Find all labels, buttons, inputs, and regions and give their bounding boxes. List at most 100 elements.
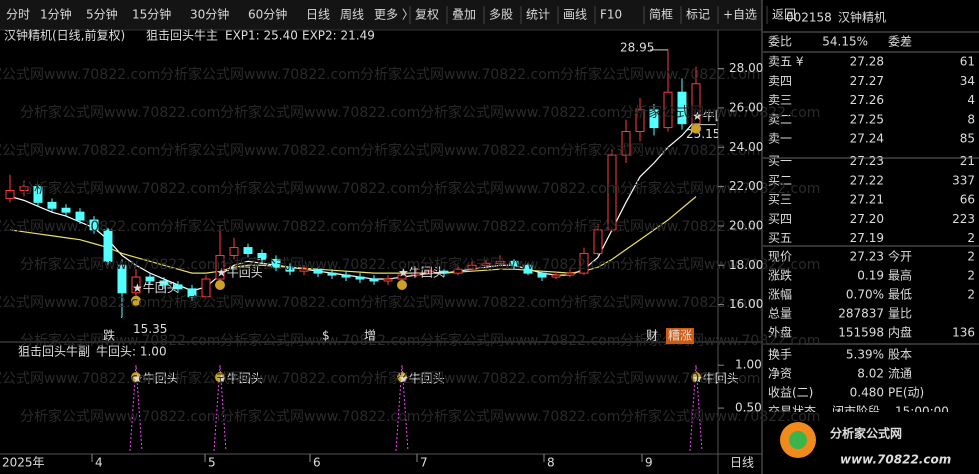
watermark: 分析家公式网www.70822.com	[620, 104, 820, 121]
y-tick-label: 26.00	[729, 100, 763, 114]
book-volume: 34	[960, 74, 975, 88]
watermark: 分析家公式网www.70822.com	[220, 180, 420, 197]
watermark: 分析家公式网www.70822.com	[360, 142, 560, 159]
candle-body	[271, 258, 281, 268]
book-label: 卖四	[768, 74, 792, 88]
candle-body	[649, 109, 659, 129]
signal-icon	[397, 280, 407, 290]
book-volume: 21	[960, 154, 975, 168]
action-button[interactable]: 返回	[772, 8, 796, 22]
period-button[interactable]: 周线	[340, 8, 364, 22]
candle-body	[579, 252, 589, 274]
x-tick-label: 7	[420, 456, 428, 470]
event-badge	[666, 328, 694, 344]
period-button[interactable]: 分时	[6, 8, 30, 22]
signal-icon	[131, 372, 141, 383]
candle-body	[607, 154, 617, 231]
x-tick-label: 2025年	[2, 456, 45, 470]
book-volume: 61	[960, 55, 975, 69]
action-button[interactable]: 标记	[686, 8, 710, 22]
candle-body	[481, 262, 491, 266]
x-tick-label: 9	[645, 456, 653, 470]
candle-body	[75, 211, 85, 221]
book-label: 卖五 ¥	[768, 55, 804, 69]
watermark: 分析家公式网www.70822.com	[560, 218, 760, 235]
watermark: 分析家公式网www.70822.com	[20, 408, 220, 425]
fin-label: PE(动)	[888, 386, 924, 400]
book-price: 27.20	[850, 212, 884, 226]
period-button[interactable]: 15分钟	[132, 7, 171, 22]
watermark: 分析家公式网www.70822.com	[20, 332, 220, 349]
candle-body	[425, 270, 435, 274]
period-label: 日线	[730, 456, 754, 470]
book-label: 买一	[768, 154, 792, 168]
candle-body	[551, 274, 561, 278]
watermark: 分析家公式网www.70822.com	[160, 66, 360, 83]
candle-body	[117, 264, 127, 294]
action-button[interactable]: 简框	[649, 8, 673, 22]
fin-label: 净资	[768, 367, 792, 381]
price-annotation: 15.35	[133, 322, 167, 336]
period-button[interactable]: 30分钟	[190, 7, 229, 22]
ma-legend: EXP2: 21.49	[302, 29, 375, 43]
period-button[interactable]: 日线	[306, 8, 330, 22]
candle-body	[131, 276, 141, 294]
watermark: 分析家公式网www.70822.com	[0, 218, 160, 235]
fin-label: 收益(二)	[768, 386, 813, 400]
book-label: 卖一	[768, 132, 792, 146]
candle-body	[173, 284, 183, 290]
stat-value: 2	[967, 269, 975, 283]
stat-value: 27.23	[850, 250, 884, 264]
candle-body	[257, 252, 267, 260]
action-button[interactable]: 多股	[489, 8, 513, 22]
book-label: 卖三	[768, 93, 792, 107]
action-button[interactable]: 画线	[563, 8, 587, 22]
sub-legend: 牛回头: 1.00	[96, 344, 167, 359]
watermark: 分析家公式网www.70822.com	[20, 256, 220, 273]
signal-icon	[215, 280, 225, 290]
signal-icon	[131, 295, 141, 306]
book-price: 27.21	[850, 193, 884, 207]
candle-body	[621, 131, 631, 156]
book-price: 27.28	[850, 55, 884, 69]
action-button[interactable]: 统计	[526, 8, 550, 22]
y-tick-label: 28.00	[729, 61, 763, 75]
watermark: 分析家公式网www.70822.com	[220, 104, 420, 121]
watermark: 分析家公式网www.70822.com	[620, 180, 820, 197]
signal-label: ★牛回头	[132, 371, 179, 386]
signal-icon	[691, 372, 701, 383]
candle-body	[33, 186, 43, 203]
candle-body	[565, 272, 575, 276]
watermark: 分析家公式网www.70822.com	[560, 294, 760, 311]
period-button[interactable]: 更多 〉	[374, 8, 414, 22]
stat-value: 151598	[838, 326, 884, 340]
action-button[interactable]: F10	[600, 8, 622, 22]
candle-body	[47, 201, 57, 209]
fin-label: 流通	[888, 367, 912, 381]
candle-body	[89, 219, 99, 231]
chart-title: 汉钟精机(日线,前复权)	[4, 28, 125, 43]
price-annotation: 28.95	[620, 40, 654, 54]
period-button[interactable]: 1分钟	[40, 7, 72, 22]
signal-spike	[129, 365, 143, 452]
stat-value: 136	[952, 326, 975, 340]
action-button[interactable]: 叠加	[452, 8, 476, 22]
stat-label: 最高	[888, 268, 912, 283]
y-tick-label: 24.00	[729, 140, 763, 154]
candle-body	[635, 109, 645, 133]
period-button[interactable]: 5分钟	[86, 7, 118, 22]
y-tick-label: 0.50	[735, 401, 762, 415]
period-button[interactable]: 60分钟	[248, 7, 287, 22]
y-tick-label: 18.00	[729, 258, 763, 272]
book-label: 买二	[768, 173, 792, 187]
stat-label: 量比	[888, 307, 912, 321]
candle-body	[159, 280, 169, 286]
candle-body	[397, 274, 407, 280]
action-button[interactable]: 复权	[415, 8, 439, 22]
candle-body	[467, 264, 477, 270]
toolbar	[0, 0, 762, 30]
action-button[interactable]: +自选	[723, 8, 757, 22]
